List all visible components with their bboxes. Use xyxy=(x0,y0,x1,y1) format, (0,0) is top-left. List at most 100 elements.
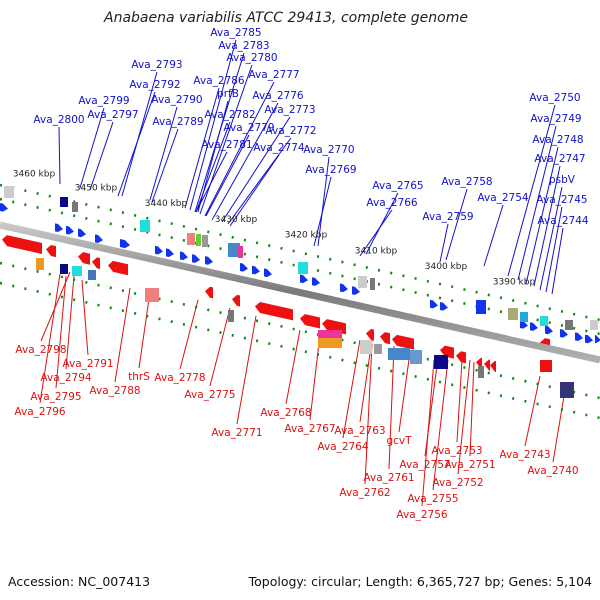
reverse-gene-label: Ava_2761 xyxy=(363,472,414,484)
gene-block xyxy=(318,330,342,338)
forward-label-connector xyxy=(313,176,332,247)
gene-arrow xyxy=(530,322,538,331)
gene-block xyxy=(565,320,573,330)
gene-arrow xyxy=(205,286,213,299)
forward-label-connector xyxy=(149,106,178,201)
forward-gene-label: Ava_2773 xyxy=(264,104,315,116)
forward-gene-label: Ava_2785 xyxy=(210,27,261,39)
forward-gene-label: Ava_2777 xyxy=(248,69,299,81)
gene-arrow xyxy=(205,256,213,265)
reverse-gene-label: gcvT xyxy=(386,435,412,447)
forward-gene-label: Ava_2781 xyxy=(201,139,252,151)
scale-label: 3410 kbp xyxy=(355,246,398,256)
gene-block xyxy=(298,262,308,274)
gene-arrow xyxy=(352,286,360,295)
forward-gene-label: Ava_2744 xyxy=(537,215,589,227)
reverse-label-connector xyxy=(55,275,67,389)
forward-label-connector xyxy=(221,116,291,223)
gene-arrow xyxy=(300,274,308,284)
reverse-label-connector xyxy=(456,359,463,443)
gene-arrow xyxy=(78,252,90,265)
gene-block xyxy=(358,276,367,288)
reverse-label-connector xyxy=(65,275,75,370)
gene-arrow xyxy=(490,360,496,373)
forward-gene-label: Ava_2780 xyxy=(226,52,277,64)
gene-arrow xyxy=(232,294,240,307)
reverse-gene-label: Ava_2762 xyxy=(339,487,390,499)
forward-label-connector xyxy=(205,134,250,217)
gene-block xyxy=(60,197,68,207)
gene-arrow xyxy=(252,265,260,275)
gene-arrow xyxy=(55,223,63,233)
gene-arrow xyxy=(392,334,414,350)
map-title: Anabaena variabilis ATCC 29413, complete… xyxy=(103,10,468,26)
forward-gene-label: Ava_2754 xyxy=(477,192,529,204)
reverse-gene-label: Ava_2775 xyxy=(184,389,235,401)
gene-arrow xyxy=(264,268,272,278)
tick-tracks xyxy=(0,183,600,420)
reverse-gene-label: Ava_2794 xyxy=(40,372,92,384)
forward-label-connector xyxy=(445,188,468,261)
reverse-gene-label: Ava_2771 xyxy=(211,427,262,439)
gene-arrow xyxy=(312,277,320,286)
gene-block xyxy=(72,202,78,212)
reverse-gene-label: Ava_2752 xyxy=(432,477,483,489)
forward-gene-label: psbV xyxy=(549,174,576,186)
scale-label: 3430 kbp xyxy=(215,215,258,225)
gene-block xyxy=(187,233,195,245)
forward-gene-label: Ava_2770 xyxy=(303,144,354,156)
scale-label: 3400 kbp xyxy=(425,262,468,272)
gene-arrow xyxy=(95,234,103,244)
forward-gene-label: Ava_2797 xyxy=(87,109,138,121)
reverse-gene-label: Ava_2788 xyxy=(89,385,140,397)
scale-label: 3420 kbp xyxy=(285,231,328,241)
label-connectors xyxy=(39,39,567,507)
reverse-label-connector xyxy=(309,333,321,421)
forward-label-connector xyxy=(525,146,559,285)
forward-label-connector xyxy=(184,87,220,209)
forward-gene-label: Ava_2776 xyxy=(252,90,304,102)
gene-arrow xyxy=(240,263,248,272)
accession-text: Accession: NC_007413 xyxy=(8,574,150,589)
reverse-gene-label: Ava_2757 xyxy=(399,459,450,471)
gene-block xyxy=(228,243,240,257)
forward-label-connector xyxy=(189,39,237,211)
forward-gene-label: prfB xyxy=(217,88,239,100)
forward-gene-label: Ava_2792 xyxy=(129,79,180,91)
reverse-gene-label: Ava_2764 xyxy=(317,441,369,453)
reverse-label-connector xyxy=(179,299,199,370)
reverse-label-connector xyxy=(138,291,151,369)
forward-gene-label: Ava_2759 xyxy=(422,211,473,223)
gene-block xyxy=(590,320,598,330)
forward-gene-label: Ava_2786 xyxy=(193,75,245,87)
reverse-gene-label: Ava_2795 xyxy=(30,391,81,403)
gene-block xyxy=(374,344,382,354)
gene-block xyxy=(360,340,372,354)
reverse-gene-label: Ava_2743 xyxy=(499,449,550,461)
reverse-gene-label: Ava_2763 xyxy=(334,425,385,437)
forward-gene-label: Ava_2774 xyxy=(253,142,305,154)
genome-backbone xyxy=(0,221,600,364)
reverse-label-connector xyxy=(388,345,395,470)
scale-label: 3460 kbp xyxy=(13,169,56,179)
reverse-gene-label: Ava_2756 xyxy=(396,509,448,521)
gene-block xyxy=(88,270,96,280)
gene-block xyxy=(36,258,44,270)
reverse-label-connector xyxy=(432,359,449,491)
forward-gene-label: Ava_2745 xyxy=(536,194,587,206)
gene-block xyxy=(410,350,422,364)
forward-gene-label: Ava_2800 xyxy=(33,114,84,126)
reverse-gene-label: Ava_2751 xyxy=(444,459,495,471)
gene-arrow xyxy=(440,345,454,359)
forward-label-connector xyxy=(507,104,556,277)
forward-label-connector xyxy=(533,165,561,287)
tick-track xyxy=(0,281,600,420)
gene-arrow xyxy=(78,228,86,238)
reverse-gene-label: Ava_2796 xyxy=(14,406,66,418)
gene-arrow xyxy=(440,302,448,311)
reverse-label-connector xyxy=(285,329,301,405)
forward-label-connector xyxy=(211,102,279,221)
reverse-gene-label: Ava_2778 xyxy=(154,372,205,384)
reverse-gene-label: Ava_2753 xyxy=(431,445,482,457)
forward-label-connector xyxy=(89,121,114,191)
